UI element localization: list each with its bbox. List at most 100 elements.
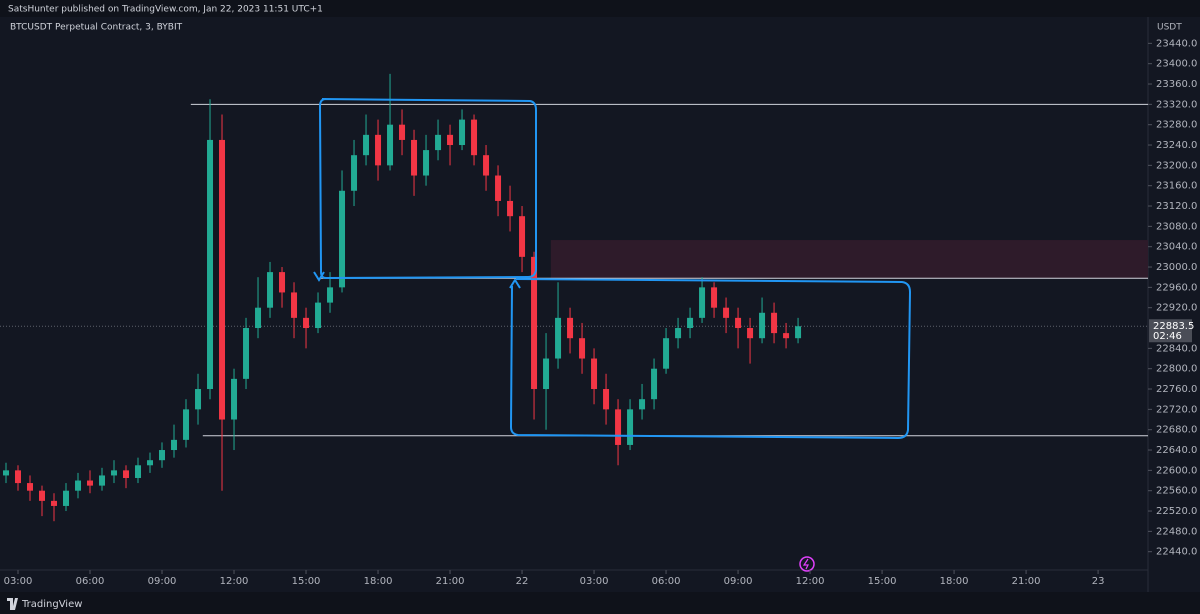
drawn-box [509, 278, 912, 440]
candle-body [3, 470, 10, 476]
candle-body [699, 287, 706, 318]
candle-body [183, 409, 190, 440]
candle-body [411, 139, 418, 176]
candle-body [387, 124, 394, 166]
y-tick-label: 23200.0 [1156, 160, 1197, 171]
candle-body [159, 450, 166, 461]
candle-body [135, 465, 142, 478]
candle-body [123, 470, 130, 478]
y-tick-label: 23440.0 [1156, 38, 1197, 49]
x-tick-label: 03:00 [580, 576, 609, 587]
y-tick-label: 23240.0 [1156, 140, 1197, 151]
candle-body [543, 358, 550, 390]
candle-body [15, 470, 22, 484]
candle-body [675, 328, 682, 339]
x-tick-label: 15:00 [868, 576, 897, 587]
last-price-box [1149, 319, 1192, 343]
candle-body [615, 409, 622, 445]
candle-body [687, 317, 694, 329]
x-tick-label: 06:00 [652, 576, 681, 587]
x-tick-label: 22 [516, 576, 529, 587]
x-tick-label: 06:00 [76, 576, 105, 587]
candle-body [435, 134, 442, 151]
y-tick-label: 22960.0 [1156, 282, 1197, 293]
candle-body [231, 378, 238, 420]
candle-body [747, 328, 754, 339]
x-tick-label: 23 [1092, 576, 1105, 587]
candle-body [291, 292, 298, 318]
candle-body [339, 190, 346, 288]
candle-body [375, 134, 382, 166]
y-tick-label: 23400.0 [1156, 59, 1197, 70]
y-tick-label: 23160.0 [1156, 181, 1197, 192]
candle-body [99, 475, 106, 486]
y-tick-label: 22680.0 [1156, 425, 1197, 436]
lightning-icon[interactable] [799, 556, 815, 572]
candle-body [63, 490, 70, 506]
candle-body [27, 483, 34, 491]
candle-body [147, 460, 154, 466]
candle-body [51, 500, 58, 506]
candle-body [423, 150, 430, 176]
x-tick-label: 15:00 [292, 576, 321, 587]
x-tick-label: 18:00 [940, 576, 969, 587]
candle-body [111, 470, 118, 476]
candle-body [255, 307, 262, 329]
candle-body [651, 368, 658, 400]
y-tick-label: 22640.0 [1156, 445, 1197, 456]
candle-body [771, 312, 778, 334]
candle-body [399, 124, 406, 140]
y-tick-label: 23080.0 [1156, 221, 1197, 232]
arrow [509, 278, 521, 289]
candle-body [267, 272, 274, 308]
zone [550, 240, 1148, 279]
brand-logo [7, 598, 18, 610]
candle-body [39, 490, 46, 501]
candle-body [603, 389, 610, 410]
x-tick-label: 09:00 [148, 576, 177, 587]
last-price-label: 22883.5 [1153, 321, 1194, 332]
candle-body [723, 307, 730, 318]
y-tick-label: 22440.0 [1156, 547, 1197, 558]
candle-body [783, 333, 790, 339]
y-tick-label: 23040.0 [1156, 242, 1197, 253]
y-tick-label: 22920.0 [1156, 303, 1197, 314]
y-tick-label: 22520.0 [1156, 506, 1197, 517]
brand: TradingView [21, 599, 82, 610]
candle-body [591, 358, 598, 390]
candle-body [627, 409, 634, 445]
candle-body [483, 155, 490, 176]
candle-body [459, 119, 466, 146]
y-tick-label: 22480.0 [1156, 526, 1197, 537]
y-tick-label: 23360.0 [1156, 79, 1197, 90]
candle-body [171, 439, 178, 451]
candle-body [327, 287, 334, 303]
countdown-label: 02:46 [1153, 331, 1182, 342]
candle-body [207, 139, 214, 390]
y-tick-label: 22840.0 [1156, 343, 1197, 354]
y-tick-label: 22600.0 [1156, 465, 1197, 476]
plot [0, 73, 1148, 522]
candle-body [219, 139, 226, 420]
symbol-title: BTCUSDT Perpetual Contract, 3, BYBIT [10, 23, 183, 33]
candle-body [351, 155, 358, 191]
candle-body [795, 326, 802, 339]
candle-body [567, 317, 574, 339]
candle-body [711, 287, 718, 308]
y-tick-label: 22560.0 [1156, 486, 1197, 497]
x-tick-label: 21:00 [436, 576, 465, 587]
candle-body [495, 175, 502, 201]
candle-body [303, 317, 310, 329]
candle-body [279, 272, 286, 293]
candle-body [87, 480, 94, 486]
drawn-box [318, 98, 537, 280]
candle-body [579, 338, 586, 359]
y-tick-label: 23280.0 [1156, 120, 1197, 131]
x-tick-label: 21:00 [1012, 576, 1041, 587]
candle-body [75, 480, 82, 491]
candle-body [735, 317, 742, 329]
candle-body [555, 317, 562, 359]
